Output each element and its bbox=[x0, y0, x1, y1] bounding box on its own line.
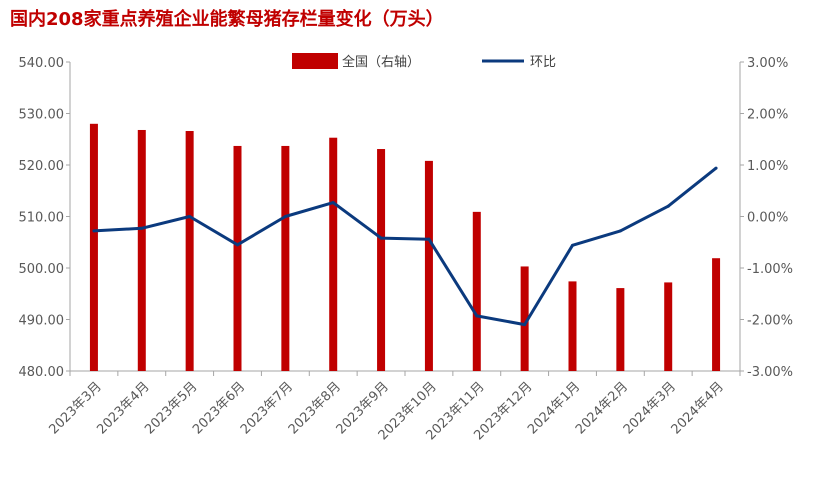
right-tick-label: -3.00% bbox=[747, 365, 793, 380]
right-tick-label: 2.00% bbox=[747, 108, 788, 123]
line-series-mom bbox=[93, 166, 718, 327]
bar-2 bbox=[137, 129, 146, 371]
line-point-2 bbox=[140, 226, 144, 230]
legend-bar-swatch bbox=[292, 53, 338, 69]
left-tick-label: 480.00 bbox=[19, 365, 65, 380]
bar-1 bbox=[89, 123, 98, 371]
bar-14 bbox=[712, 258, 721, 371]
left-tick-label: 510.00 bbox=[19, 211, 65, 226]
chart-title: 国内208家重点养殖企业能繁母猪存栏量变化（万头） bbox=[10, 9, 444, 30]
bar-4 bbox=[233, 145, 242, 371]
legend-bar-label: 全国（右轴） bbox=[342, 54, 420, 70]
bar-10 bbox=[520, 266, 529, 371]
x-tick-label: 2024年4月 bbox=[669, 379, 727, 437]
right-tick-label: -1.00% bbox=[747, 262, 793, 277]
left-tick-label: 500.00 bbox=[19, 262, 65, 277]
bar-11 bbox=[568, 281, 577, 371]
legend-line-label: 环比 bbox=[530, 55, 556, 70]
line-point-3 bbox=[188, 215, 192, 218]
left-tick-label: 540.00 bbox=[19, 56, 65, 71]
line-point-4 bbox=[236, 243, 239, 247]
left-tick-label: 530.00 bbox=[19, 108, 65, 123]
bar-13 bbox=[664, 282, 673, 371]
bar-12 bbox=[616, 288, 625, 371]
right-tick-label: 0.00% bbox=[747, 211, 788, 226]
line-point-11 bbox=[571, 243, 574, 247]
right-tick-label: -2.00% bbox=[747, 314, 793, 329]
line-point-12 bbox=[618, 229, 622, 233]
line-point-14 bbox=[714, 166, 718, 170]
line-point-1 bbox=[92, 229, 96, 233]
bar-3 bbox=[185, 131, 194, 371]
left-tick-label: 520.00 bbox=[19, 159, 65, 174]
line-point-6 bbox=[331, 201, 335, 205]
left-tick-label: 490.00 bbox=[19, 314, 65, 329]
right-tick-label: 1.00% bbox=[747, 159, 788, 174]
bar-7 bbox=[377, 149, 386, 371]
line-point-5 bbox=[283, 215, 287, 218]
right-tick-label: 3.00% bbox=[747, 56, 788, 71]
line-point-9 bbox=[475, 314, 479, 318]
bar-6 bbox=[329, 137, 338, 371]
line-point-8 bbox=[427, 237, 431, 241]
bar-5 bbox=[281, 145, 290, 371]
bar-9 bbox=[472, 211, 481, 371]
bar-8 bbox=[424, 160, 433, 371]
line-point-7 bbox=[379, 236, 383, 240]
line-point-10 bbox=[523, 323, 527, 327]
line-point-13 bbox=[666, 204, 670, 208]
